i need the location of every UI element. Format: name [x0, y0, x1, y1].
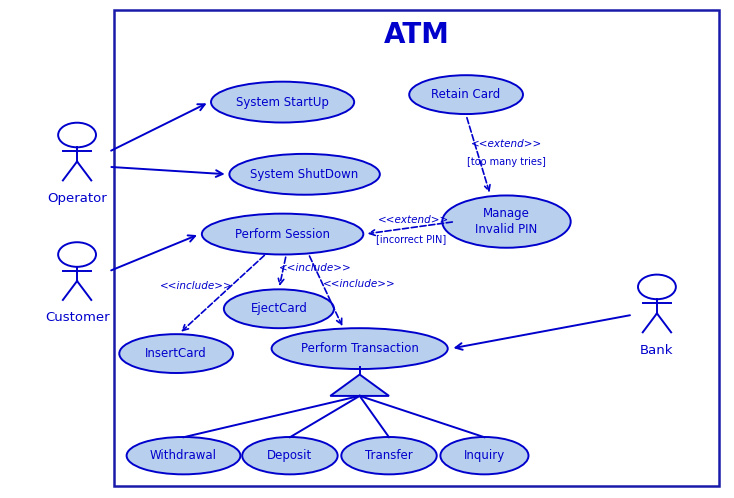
Ellipse shape — [410, 75, 523, 114]
Ellipse shape — [119, 334, 233, 373]
Text: Retain Card: Retain Card — [432, 88, 501, 101]
Ellipse shape — [442, 195, 570, 248]
Ellipse shape — [127, 437, 240, 474]
Text: Deposit: Deposit — [267, 449, 313, 462]
Text: Withdrawal: Withdrawal — [150, 449, 217, 462]
Text: Manage
Invalid PIN: Manage Invalid PIN — [476, 207, 537, 236]
Text: Bank: Bank — [640, 344, 674, 357]
Text: Perform Transaction: Perform Transaction — [301, 342, 418, 355]
Text: <<include>>: <<include>> — [279, 263, 352, 273]
Text: Perform Session: Perform Session — [235, 228, 330, 241]
Ellipse shape — [202, 214, 363, 254]
Text: <<include>>: <<include>> — [160, 281, 233, 291]
Text: <<include>>: <<include>> — [323, 279, 396, 289]
Text: [too many tries]: [too many tries] — [467, 157, 546, 167]
Ellipse shape — [272, 328, 448, 369]
Ellipse shape — [229, 154, 380, 195]
Text: System ShutDown: System ShutDown — [250, 168, 359, 181]
Ellipse shape — [242, 437, 338, 474]
Text: Operator: Operator — [47, 192, 107, 205]
Ellipse shape — [341, 437, 437, 474]
Text: [incorrect PIN]: [incorrect PIN] — [376, 235, 446, 245]
Text: ATM: ATM — [384, 21, 450, 49]
Text: InsertCard: InsertCard — [145, 347, 207, 360]
Text: System StartUp: System StartUp — [236, 96, 329, 109]
Polygon shape — [330, 374, 389, 396]
Ellipse shape — [440, 437, 528, 474]
Ellipse shape — [211, 82, 355, 123]
Text: <<extend>>: <<extend>> — [470, 139, 542, 149]
Text: Transfer: Transfer — [365, 449, 413, 462]
Text: Customer: Customer — [45, 311, 109, 324]
Text: <<extend>>: <<extend>> — [377, 215, 449, 225]
Bar — [114, 10, 719, 486]
Text: Inquiry: Inquiry — [464, 449, 505, 462]
Text: EjectCard: EjectCard — [250, 302, 308, 315]
Ellipse shape — [224, 289, 334, 328]
